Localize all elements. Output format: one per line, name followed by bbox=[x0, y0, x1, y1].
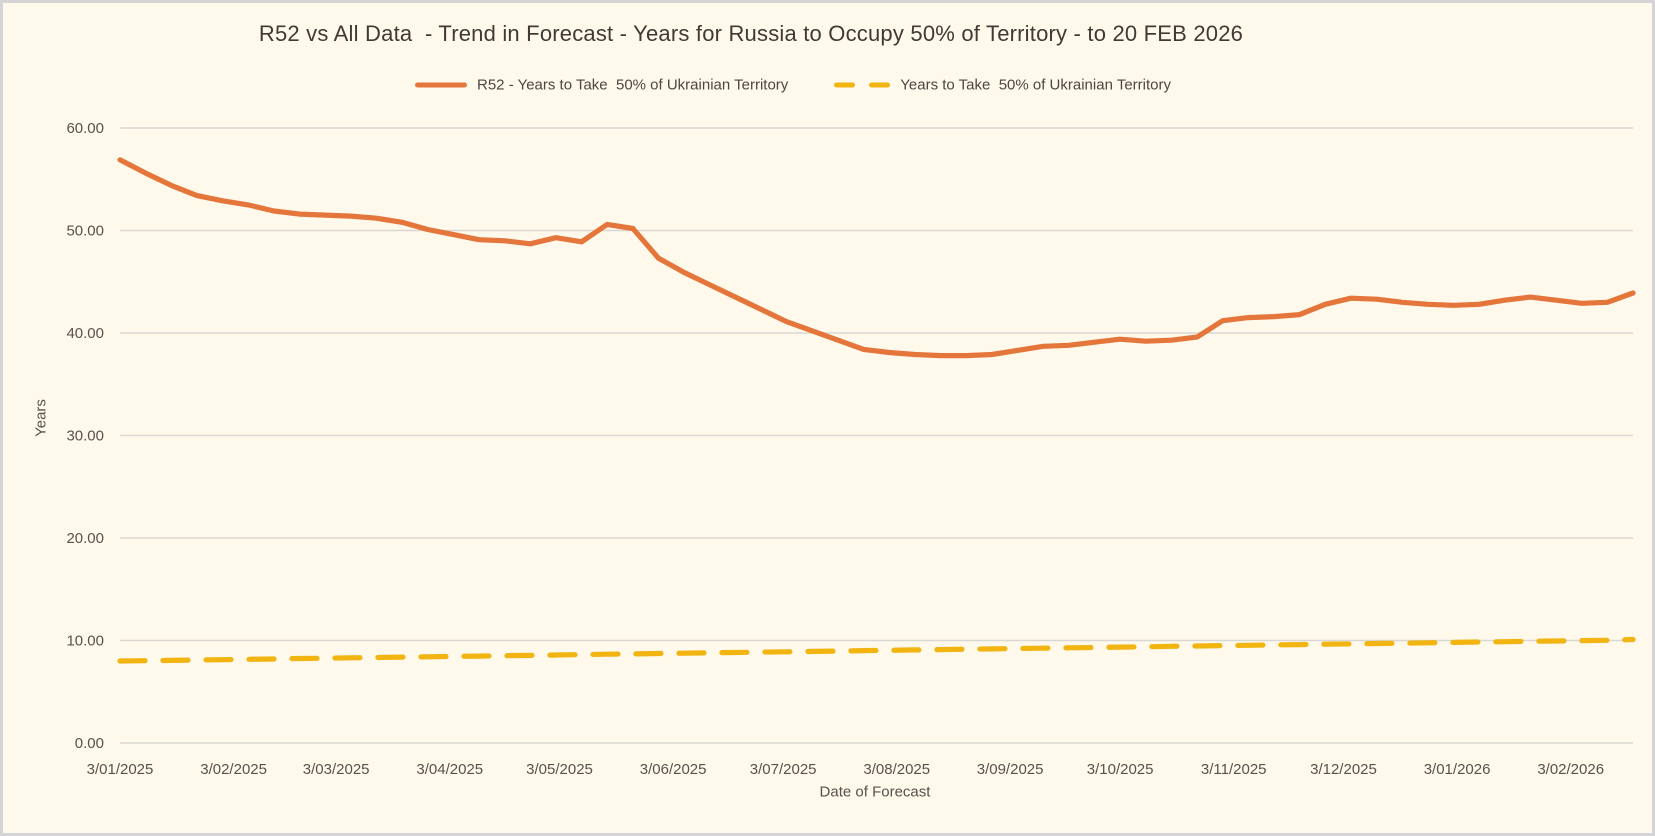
legend-swatch-all-data-dashed-line bbox=[834, 82, 891, 88]
x-tick-label: 3/09/2025 bbox=[977, 761, 1044, 778]
y-tick-label: 50.00 bbox=[66, 223, 104, 240]
legend-item-r52[interactable]: R52 - Years to Take 50% of Ukrainian Ter… bbox=[415, 77, 788, 94]
x-tick-label: 3/12/2025 bbox=[1310, 761, 1377, 778]
y-tick-label: 40.00 bbox=[66, 325, 104, 342]
legend-label-all-data: Years to Take 50% of Ukrainian Territory bbox=[900, 76, 1171, 94]
y-tick-label: 10.00 bbox=[66, 633, 104, 650]
y-tick-label: 0.00 bbox=[75, 735, 104, 752]
legend-label-r52: R52 - Years to Take 50% of Ukrainian Ter… bbox=[477, 76, 789, 94]
plot-area: 0.00 10.00 20.00 30.00 40.00 50.00 60.00 3/01/2… bbox=[66, 120, 1636, 778]
x-tick-label: 3/11/2025 bbox=[1201, 761, 1267, 778]
series-line-r52[interactable] bbox=[117, 157, 1636, 359]
x-tick-label: 3/06/2025 bbox=[640, 761, 707, 778]
x-tick-label: 3/01/2025 bbox=[87, 761, 154, 778]
y-tick-label: 30.00 bbox=[66, 428, 104, 445]
x-tick-label: 3/10/2025 bbox=[1087, 761, 1154, 778]
y-tick-label: 60.00 bbox=[66, 120, 104, 137]
x-tick-label: 3/04/2025 bbox=[416, 761, 483, 778]
x-tick-label: 3/01/2026 bbox=[1424, 761, 1491, 778]
legend-item-all-data[interactable]: Years to Take 50% of Ukrainian Territory bbox=[834, 77, 1171, 94]
series-line-all-data[interactable] bbox=[117, 636, 1636, 664]
legend: R52 - Years to Take 50% of Ukrainian Ter… bbox=[415, 77, 1171, 94]
x-tick-label: 3/05/2025 bbox=[526, 761, 593, 778]
x-tick-label: 3/02/2025 bbox=[200, 761, 267, 778]
x-tick-label: 3/03/2025 bbox=[303, 761, 370, 778]
x-tick-label: 3/07/2025 bbox=[750, 761, 817, 778]
chart-title: R52 vs All Data - Trend in Forecast - Ye… bbox=[258, 21, 1244, 46]
legend-swatch-r52-line bbox=[415, 82, 468, 88]
x-tick-label: 3/08/2025 bbox=[863, 761, 930, 778]
x-axis-title: Date of Forecast bbox=[819, 783, 931, 801]
y-tick-label: 20.00 bbox=[66, 530, 104, 547]
y-axis-title: Years bbox=[32, 399, 50, 437]
x-tick-label: 3/02/2026 bbox=[1537, 761, 1604, 778]
